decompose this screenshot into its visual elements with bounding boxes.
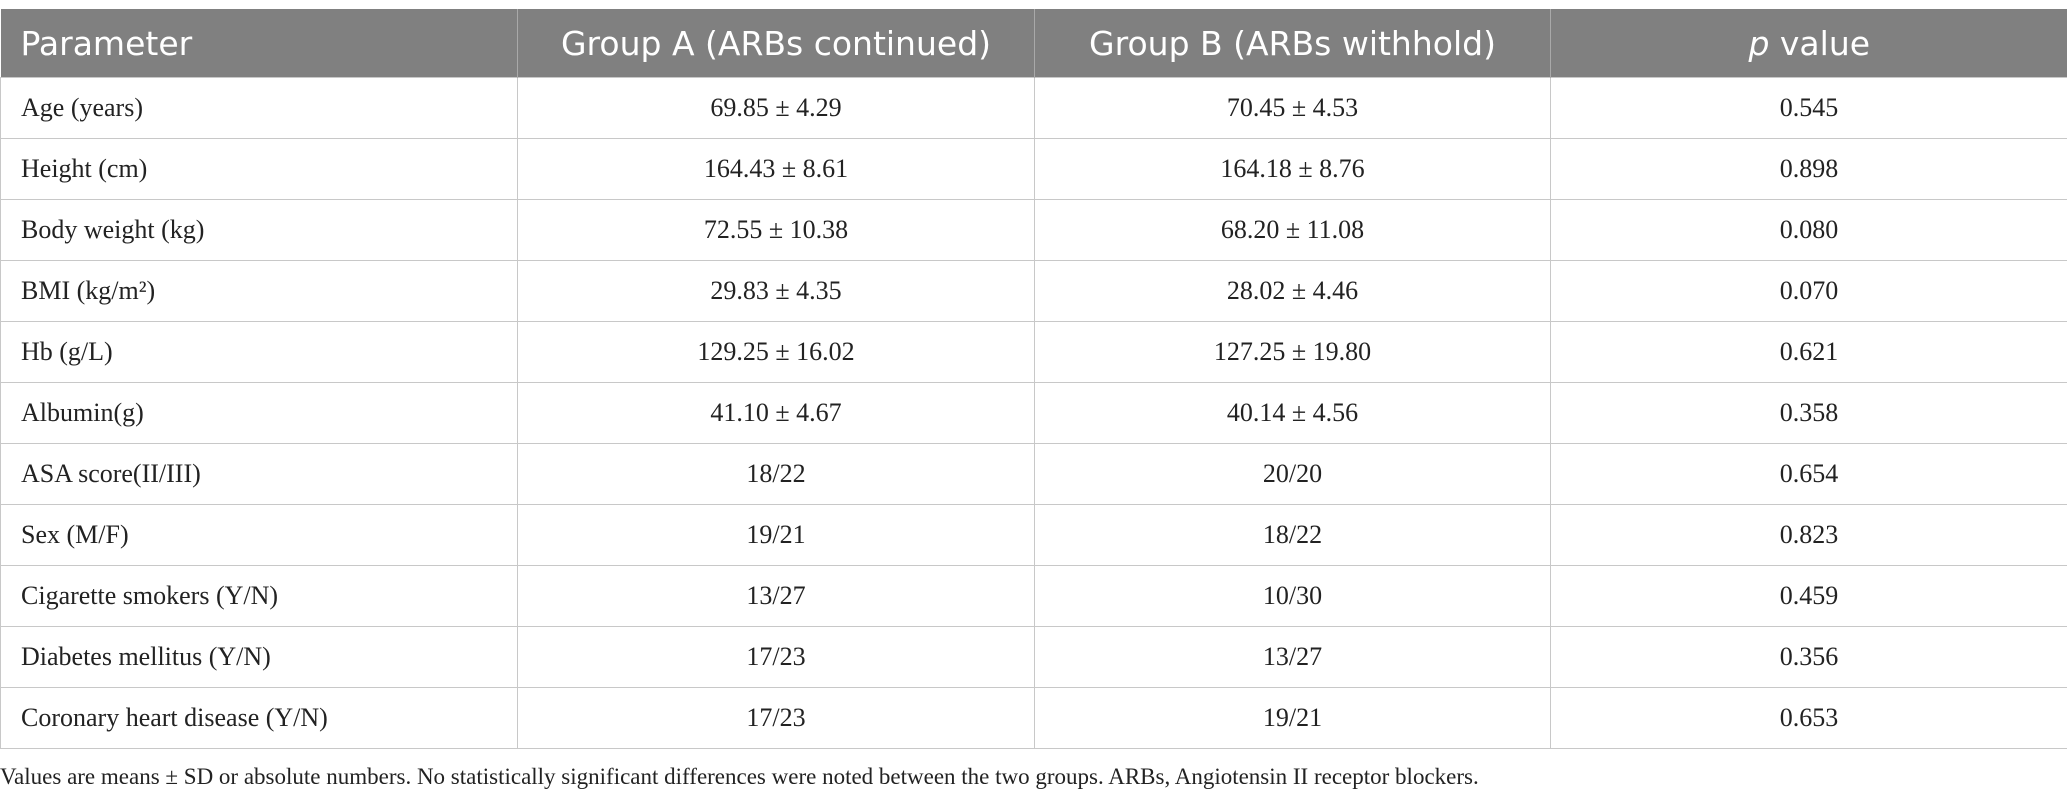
table-row: BMI (kg/m²) 29.83 ± 4.35 28.02 ± 4.46 0.070 (0, 260, 2067, 322)
parameter-cell: Albumin(g) (0, 382, 518, 444)
table-row: Hb (g/L) 129.25 ± 16.02 127.25 ± 19.80 0.62… (0, 321, 2067, 383)
value-cell: 0.358 (1550, 382, 2067, 444)
header-cell: Group A (ARBs continued) (517, 9, 1035, 78)
value-cell: 127.25 ± 19.80 (1034, 321, 1551, 383)
value-cell: 0.080 (1550, 199, 2067, 261)
value-cell: 13/27 (517, 565, 1035, 627)
parameter-cell: Hb (g/L) (0, 321, 518, 383)
parameter-cell: Diabetes mellitus (Y/N) (0, 626, 518, 688)
table-row: Age (years) 69.85 ± 4.29 70.45 ± 4.53 0.545 (0, 77, 2067, 139)
value-cell: 164.18 ± 8.76 (1034, 138, 1551, 200)
value-cell: 41.10 ± 4.67 (517, 382, 1035, 444)
value-cell: 0.654 (1550, 443, 2067, 505)
table-row: Albumin(g) 41.10 ± 4.67 40.14 ± 4.56 0.358 (0, 382, 2067, 444)
header-cell: Group B (ARBs withhold) (1034, 9, 1551, 78)
value-cell: 0.459 (1550, 565, 2067, 627)
value-cell: 18/22 (517, 443, 1035, 505)
value-cell: 17/23 (517, 687, 1035, 749)
parameter-cell: Cigarette smokers (Y/N) (0, 565, 518, 627)
value-cell: 0.823 (1550, 504, 2067, 566)
value-cell: 28.02 ± 4.46 (1034, 260, 1551, 322)
header-italic: p (1748, 23, 1770, 63)
value-cell: 10/30 (1034, 565, 1551, 627)
parameter-cell: BMI (kg/m²) (0, 260, 518, 322)
value-cell: 17/23 (517, 626, 1035, 688)
value-cell: 0.356 (1550, 626, 2067, 688)
value-cell: 0.898 (1550, 138, 2067, 200)
value-cell: 20/20 (1034, 443, 1551, 505)
value-cell: 70.45 ± 4.53 (1034, 77, 1551, 139)
header-row: Parameter Group A (ARBs continued) Group B… (0, 9, 2067, 78)
parameter-cell: Age (years) (0, 77, 518, 139)
parameter-cell: Sex (M/F) (0, 504, 518, 566)
header-text: value (1779, 23, 1871, 63)
value-cell: 18/22 (1034, 504, 1551, 566)
value-cell: 13/27 (1034, 626, 1551, 688)
parameter-cell: Height (cm) (0, 138, 518, 200)
value-cell: 164.43 ± 8.61 (517, 138, 1035, 200)
footnote: Values are means ± SD or absolute number… (0, 764, 1479, 789)
table-row: Cigarette smokers (Y/N) 13/27 10/30 0.459 (0, 565, 2067, 627)
table-row: Sex (M/F) 19/21 18/22 0.823 (0, 504, 2067, 566)
value-cell: 19/21 (517, 504, 1035, 566)
value-cell: 29.83 ± 4.35 (517, 260, 1035, 322)
table-row: Diabetes mellitus (Y/N) 17/23 13/27 0.356 (0, 626, 2067, 688)
value-cell: 0.545 (1550, 77, 2067, 139)
value-cell: 19/21 (1034, 687, 1551, 749)
value-cell: 0.653 (1550, 687, 2067, 749)
value-cell: 40.14 ± 4.56 (1034, 382, 1551, 444)
value-cell: 69.85 ± 4.29 (517, 77, 1035, 139)
parameter-cell: Body weight (kg) (0, 199, 518, 261)
data-table: Parameter Group A (ARBs continued) Group B… (0, 9, 2067, 749)
header-cell: Parameter (0, 9, 518, 78)
value-cell: 68.20 ± 11.08 (1034, 199, 1551, 261)
table-row: Body weight (kg) 72.55 ± 10.38 68.20 ± 11.… (0, 199, 2067, 261)
value-cell: 0.621 (1550, 321, 2067, 383)
table-row: Height (cm) 164.43 ± 8.61 164.18 ± 8.76 0.8… (0, 138, 2067, 200)
header-cell: p value (1550, 9, 2067, 78)
parameter-cell: Coronary heart disease (Y/N) (0, 687, 518, 749)
value-cell: 0.070 (1550, 260, 2067, 322)
parameter-cell: ASA score(II/III) (0, 443, 518, 505)
value-cell: 129.25 ± 16.02 (517, 321, 1035, 383)
table-row: Coronary heart disease (Y/N) 17/23 19/21 0.… (0, 687, 2067, 749)
value-cell: 72.55 ± 10.38 (517, 199, 1035, 261)
table-row: ASA score(II/III) 18/22 20/20 0.654 (0, 443, 2067, 505)
